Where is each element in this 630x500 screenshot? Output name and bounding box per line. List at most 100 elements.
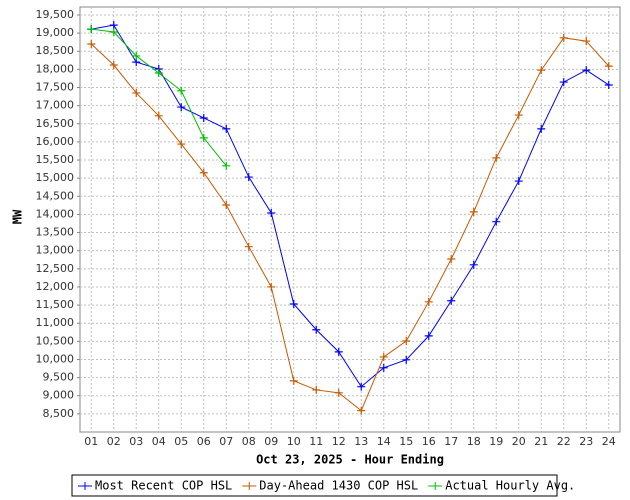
- y-tick-label: 8,500: [43, 407, 75, 420]
- point-marker: [514, 111, 523, 120]
- point-marker: [177, 140, 186, 149]
- y-tick-label: 18,000: [36, 62, 75, 75]
- y-tick-label: 9,000: [43, 389, 75, 402]
- point-marker: [267, 282, 276, 291]
- point-marker: [132, 88, 141, 97]
- point-marker: [177, 86, 186, 95]
- x-tick-label: 12: [332, 435, 346, 448]
- legend-label: Most Recent COP HSL: [95, 479, 232, 493]
- point-marker: [559, 78, 568, 87]
- point-marker: [492, 217, 501, 226]
- point-marker: [604, 62, 613, 71]
- x-tick-label: 05: [174, 435, 188, 448]
- point-marker: [334, 388, 343, 397]
- point-marker: [132, 51, 141, 60]
- point-marker: [559, 33, 568, 42]
- point-marker: [469, 207, 478, 216]
- x-tick-label: 02: [107, 435, 121, 448]
- point-marker: [402, 336, 411, 345]
- point-marker: [447, 255, 456, 264]
- x-tick-label: 08: [242, 435, 256, 448]
- point-marker: [379, 363, 388, 372]
- x-tick-label: 14: [377, 435, 391, 448]
- y-tick-label: 10,000: [36, 352, 75, 365]
- point-marker: [154, 111, 163, 120]
- point-marker: [424, 331, 433, 340]
- y-tick-label: 15,000: [36, 171, 75, 184]
- point-marker: [604, 80, 613, 89]
- y-tick-label: 12,000: [36, 280, 75, 293]
- y-tick-label: 13,500: [36, 226, 75, 239]
- point-marker: [154, 68, 163, 77]
- point-marker: [379, 352, 388, 361]
- x-tick-label: 06: [197, 435, 211, 448]
- legend-marker: [78, 482, 92, 490]
- y-tick-label: 9,500: [43, 371, 75, 384]
- x-tick-label: 18: [467, 435, 481, 448]
- point-marker: [109, 61, 118, 70]
- plot-area: [79, 6, 621, 433]
- point-marker: [199, 168, 208, 177]
- x-tick-label: 04: [152, 435, 166, 448]
- series-line: [90, 37, 610, 412]
- point-marker: [267, 208, 276, 217]
- y-tick-label: 19,500: [36, 8, 75, 21]
- y-axis-title: MW: [11, 209, 25, 224]
- y-tick-label: 16,500: [36, 117, 75, 130]
- point-marker: [424, 297, 433, 306]
- x-tick-label: 09: [264, 435, 278, 448]
- point-marker: [312, 325, 321, 334]
- y-tick-label: 17,500: [36, 81, 75, 94]
- legend-marker: [242, 482, 257, 490]
- point-marker: [514, 177, 523, 186]
- x-axis-title: Oct 23, 2025 - Hour Ending: [256, 453, 444, 467]
- point-marker: [537, 66, 546, 75]
- y-tick-label: 13,000: [36, 244, 75, 257]
- x-tick-label: 07: [219, 435, 233, 448]
- point-marker: [334, 347, 343, 356]
- point-marker: [177, 103, 186, 112]
- y-tick-label: 19,000: [36, 26, 75, 39]
- x-tick-label: 03: [129, 435, 143, 448]
- y-tick-label: 10,500: [36, 334, 75, 347]
- x-tick-label: 21: [534, 435, 548, 448]
- legend-label: Day-Ahead 1430 COP HSL: [259, 479, 418, 493]
- point-marker: [222, 124, 231, 133]
- y-tick-label: 18,500: [36, 44, 75, 57]
- x-tick-label: 16: [422, 435, 436, 448]
- x-tick-label: 22: [557, 435, 571, 448]
- y-tick-label: 17,000: [36, 99, 75, 112]
- point-marker: [357, 406, 366, 415]
- legend-marker: [428, 482, 443, 490]
- x-tick-label: 13: [354, 435, 368, 448]
- y-tick-label: 11,000: [36, 316, 75, 329]
- point-marker: [109, 21, 118, 30]
- y-tick-label: 15,500: [36, 153, 75, 166]
- point-marker: [402, 355, 411, 364]
- point-marker: [469, 260, 478, 269]
- x-tick-label: 15: [399, 435, 413, 448]
- point-marker: [109, 28, 118, 37]
- y-tick-label: 14,500: [36, 189, 75, 202]
- series-line: [91, 24, 610, 388]
- point-marker: [199, 133, 208, 142]
- point-marker: [222, 161, 231, 170]
- y-tick-label: 16,000: [36, 135, 75, 148]
- legend-label: Actual Hourly Avg.: [445, 479, 575, 493]
- point-marker: [87, 25, 96, 34]
- point-marker: [87, 39, 96, 48]
- point-marker: [582, 37, 591, 46]
- point-marker: [199, 113, 208, 122]
- y-tick-label: 11,500: [36, 298, 75, 311]
- point-marker: [582, 66, 591, 75]
- point-marker: [447, 296, 456, 305]
- x-tick-label: 01: [84, 435, 98, 448]
- point-marker: [537, 124, 546, 133]
- point-marker: [312, 385, 321, 394]
- y-tick-label: 12,500: [36, 262, 75, 275]
- point-marker: [244, 242, 253, 251]
- x-tick-label: 17: [444, 435, 458, 448]
- x-tick-label: 23: [579, 435, 593, 448]
- x-tick-label: 10: [287, 435, 301, 448]
